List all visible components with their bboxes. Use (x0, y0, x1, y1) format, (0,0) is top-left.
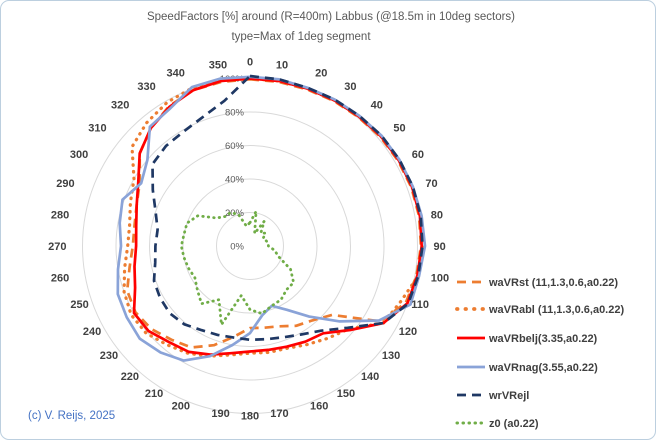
angle-label-180: 180 (241, 411, 259, 423)
angle-label-90: 90 (434, 241, 446, 253)
angle-label-190: 190 (211, 408, 229, 420)
chart-title-line2: type=Max of 1deg segment (231, 31, 371, 43)
series-waVRabl (122, 76, 425, 358)
data-series (116, 74, 427, 362)
angle-label-290: 290 (56, 178, 74, 190)
angle-label-300: 300 (70, 149, 88, 161)
series-waVRst (125, 77, 423, 349)
angle-label-170: 170 (270, 408, 288, 420)
angle-label-130: 130 (382, 350, 400, 362)
angle-label-80: 80 (431, 209, 443, 221)
series-z0 (179, 209, 296, 327)
series-waVRbelj (132, 77, 424, 356)
angle-label-50: 50 (393, 122, 405, 134)
radial-axis-label: 80% (225, 108, 245, 119)
angle-label-60: 60 (412, 149, 424, 161)
gridline-ring (82, 78, 418, 414)
angle-label-260: 260 (51, 273, 69, 285)
gridline-ring (115, 111, 385, 381)
angle-label-280: 280 (51, 209, 69, 221)
angle-label-200: 200 (172, 400, 190, 412)
angle-label-340: 340 (167, 68, 185, 80)
legend-label: waVRnag(3.55,a0.22) (488, 362, 598, 374)
angle-label-240: 240 (83, 326, 101, 338)
angle-label-40: 40 (371, 100, 383, 112)
radial-axis-label: 60% (225, 141, 245, 152)
angle-label-150: 150 (337, 388, 355, 400)
angle-label-270: 270 (48, 241, 66, 253)
angle-label-220: 220 (121, 371, 139, 383)
legend-item-z0[interactable]: z0 (a0.22) (455, 418, 539, 430)
angle-label-20: 20 (315, 68, 327, 80)
gridline-ring (216, 212, 284, 280)
gridline-ring (149, 145, 351, 347)
polar-gridlines (82, 78, 418, 414)
angle-label-120: 120 (399, 326, 417, 338)
angle-label-320: 320 (111, 100, 129, 112)
angle-label-0: 0 (247, 57, 253, 69)
legend-item-waVRst[interactable]: waVRst (11,1.3,0.6,a0.22) (457, 277, 618, 289)
angle-label-10: 10 (276, 59, 288, 71)
legend-item-waVRbelj[interactable]: waVRbelj(3.35,a0.22) (457, 333, 598, 345)
angle-label-30: 30 (344, 81, 356, 93)
angle-label-350: 350 (209, 59, 227, 71)
angle-label-100: 100 (431, 273, 449, 285)
angle-label-140: 140 (361, 371, 379, 383)
legend-label: waVRbelj(3.35,a0.22) (488, 333, 598, 345)
angle-label-310: 310 (88, 122, 106, 134)
legend-label: wrVRejl (488, 390, 529, 402)
angle-label-110: 110 (411, 299, 429, 311)
series-wrVRejl (151, 74, 424, 342)
angle-label-160: 160 (310, 400, 328, 412)
angle-label-70: 70 (425, 178, 437, 190)
radial-axis-label: 0% (230, 242, 244, 253)
angle-label-250: 250 (70, 299, 88, 311)
gridline-ring (182, 178, 318, 314)
angle-label-330: 330 (137, 81, 155, 93)
legend-label: waVRabl (11,1.3,0.6,a0.22) (488, 304, 624, 316)
angle-label-230: 230 (100, 350, 118, 362)
legend-item-waVRabl[interactable]: waVRabl (11,1.3,0.6,a0.22) (455, 304, 624, 316)
copyright-text: (c) V. Reijs, 2025 (28, 410, 115, 422)
angle-label-210: 210 (145, 388, 163, 400)
series-waVRnag (116, 75, 427, 362)
legend-label: z0 (a0.22) (489, 418, 539, 430)
legend: waVRst (11,1.3,0.6,a0.22) waVRabl (11,1.3… (455, 277, 624, 430)
radial-axis-label: 40% (225, 175, 245, 186)
legend-label: waVRst (11,1.3,0.6,a0.22) (488, 277, 618, 289)
legend-item-wrVRejl[interactable]: wrVRejl (457, 390, 529, 402)
chart-title-line1: SpeedFactors [%] around (R=400m) Labbus … (147, 11, 515, 23)
legend-item-waVRnag[interactable]: waVRnag(3.55,a0.22) (457, 362, 598, 374)
